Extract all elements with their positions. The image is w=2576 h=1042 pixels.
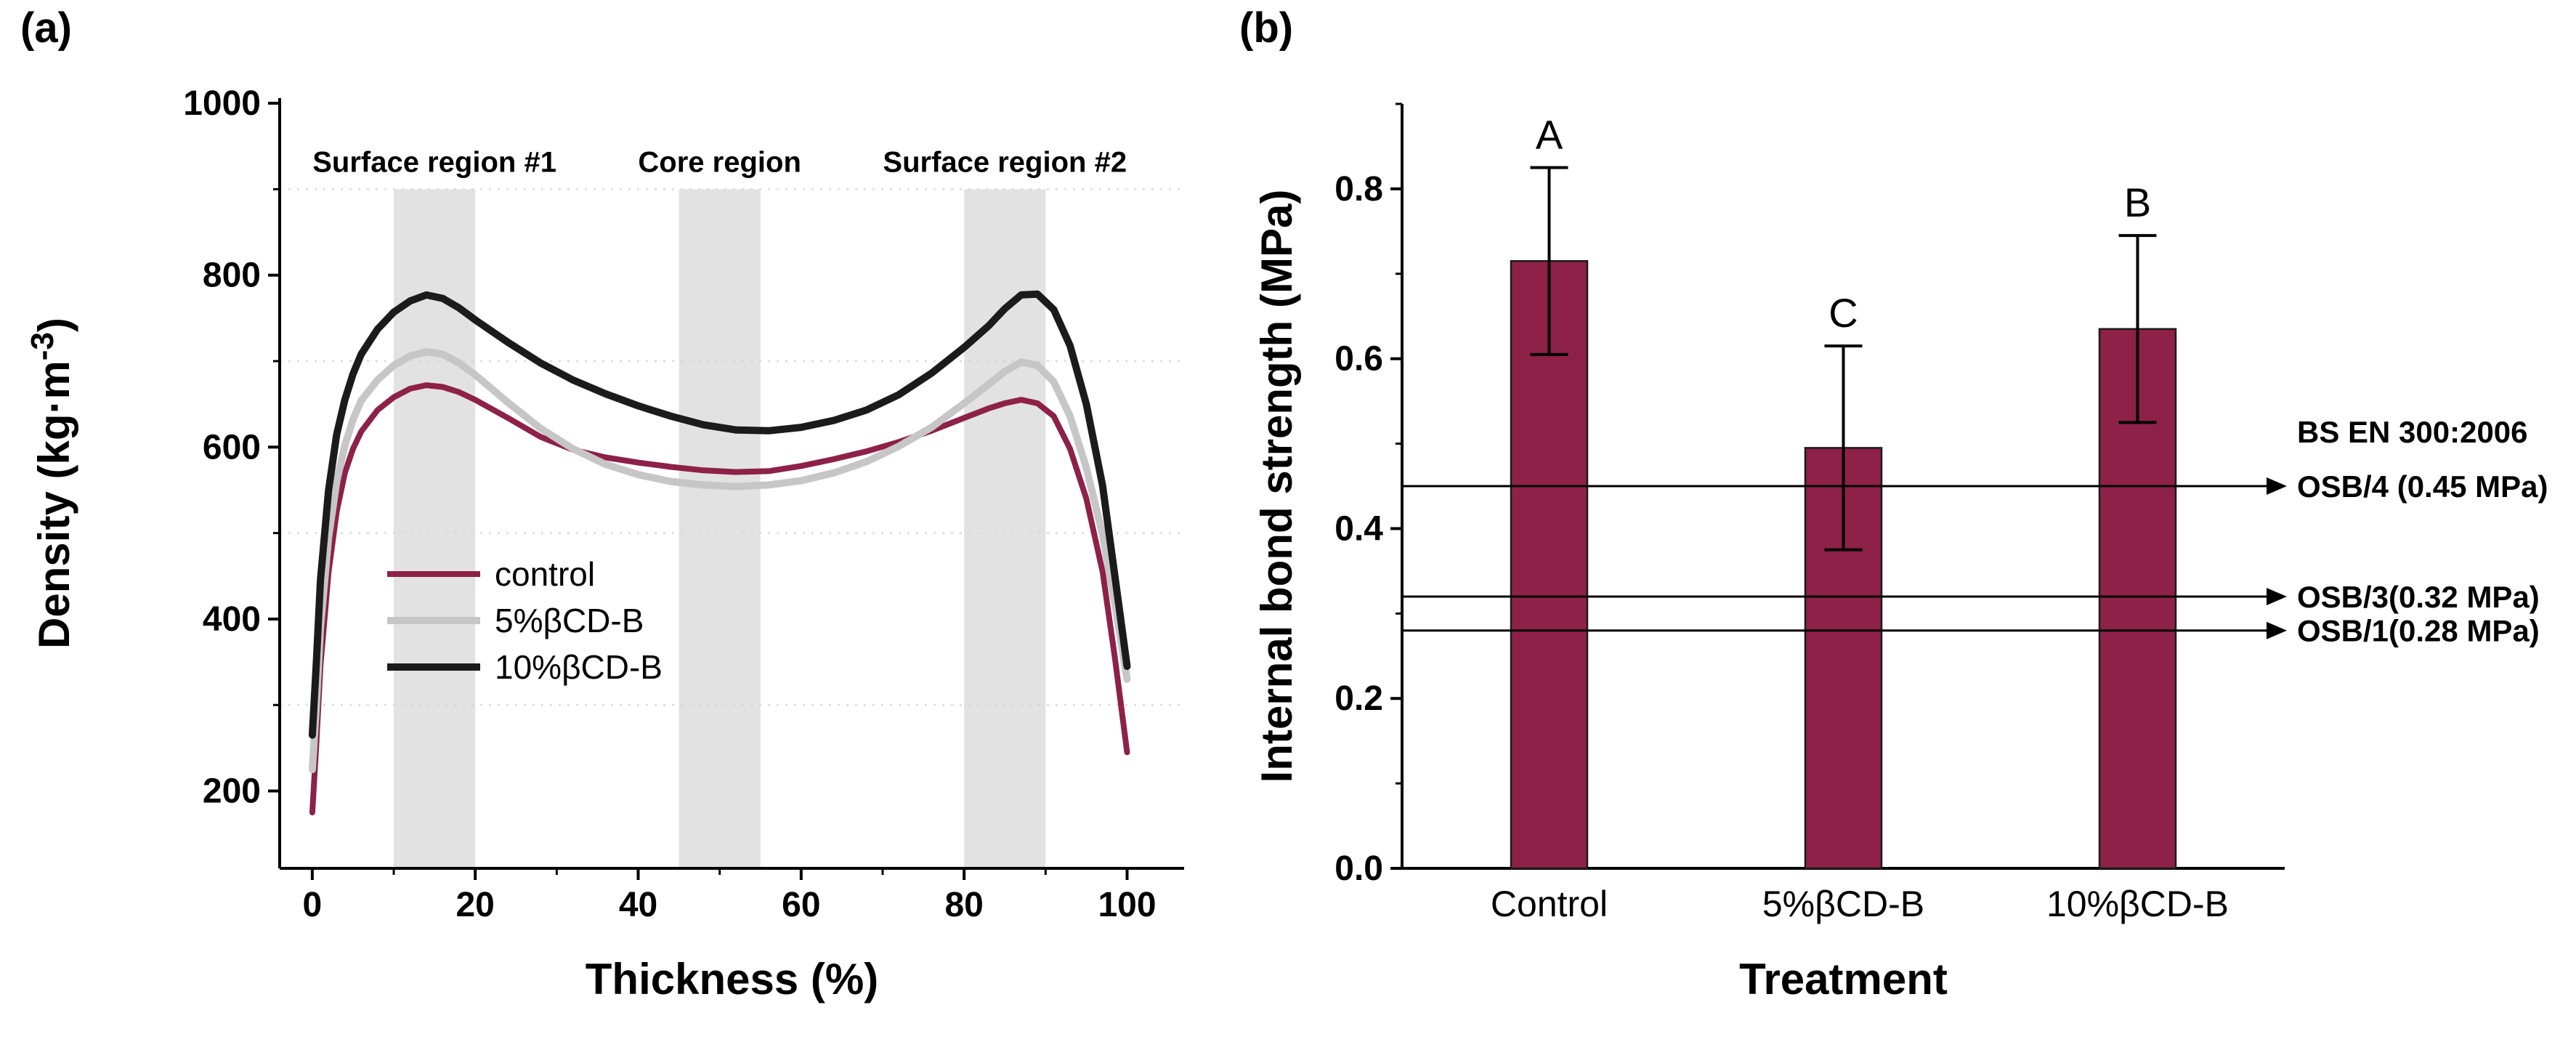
y-tick-label: 800 (203, 257, 261, 295)
region-band (964, 189, 1046, 868)
y-tick-label: 0.4 (1334, 509, 1383, 548)
x-category-label: 5%βCD-B (1762, 884, 1924, 924)
density-profile-chart: Surface region #1 Core region Surface regi… (25, 84, 1184, 1003)
reference-label-1: OSB/3(0.32 MPa) (2297, 580, 2540, 614)
bar-0 (1510, 259, 1589, 870)
y-tick-label: 0.2 (1334, 679, 1383, 718)
significance-letter-1: C (1828, 290, 1858, 336)
significance-letter-0: A (1536, 112, 1563, 158)
region-label: Surface region #2 (883, 146, 1127, 178)
x-tick-label: 100 (1098, 886, 1156, 924)
y-axis-title: Density (kg·m-3) (25, 318, 78, 649)
region-label: Core region (638, 146, 801, 178)
y-tick-label: 1000 (183, 84, 261, 123)
series-10pct (308, 290, 1131, 739)
reference-label-2: OSB/1(0.28 MPa) (2297, 614, 2540, 648)
x-tick-label: 20 (455, 886, 494, 924)
y-tick-label: 0.6 (1334, 340, 1383, 379)
y-tick-label: 0.8 (1334, 170, 1383, 209)
x-tick-label: 40 (619, 886, 657, 924)
significance-letter-2: B (2124, 179, 2151, 225)
series-control (309, 382, 1130, 816)
y-tick-label: 0.0 (1334, 849, 1383, 888)
x-tick-label: 80 (944, 886, 983, 924)
x-tick-label: 60 (782, 886, 820, 924)
x-tick-label: 0 (303, 886, 323, 924)
panel-b-label: (b) (1239, 4, 1294, 52)
region-label: Surface region #1 (312, 146, 556, 178)
x-axis-title: Treatment (1739, 955, 1948, 1003)
reference-label-0: OSB/4 (0.45 MPa) (2297, 469, 2548, 504)
internal-bond-strength-chart: 0.0 0.2 0.4 0.6 0.8 Control 5%βCD-B 10%βCD-B OSB… (1252, 102, 2548, 1003)
reference-arrow-2 (2267, 621, 2287, 639)
series-5pct (308, 348, 1131, 773)
y-axis-title: Internal bond strength (MPa) (1252, 190, 1301, 783)
reference-arrow-0 (2267, 477, 2287, 495)
legend-label-5pct: 5%βCD-B (495, 602, 644, 639)
region-band (679, 189, 761, 868)
reference-arrow-1 (2267, 587, 2287, 605)
y-tick-label: 600 (203, 428, 261, 467)
panel-a-label: (a) (20, 4, 72, 52)
x-category-label: Control (1491, 884, 1608, 924)
y-tick-label: 200 (203, 772, 261, 811)
reference-header: BS EN 300:2006 (2297, 415, 2528, 449)
y-tick-label: 400 (203, 600, 261, 639)
legend-label-control: control (495, 555, 595, 593)
legend-label-10pct: 10%βCD-B (495, 648, 663, 686)
region-band (394, 189, 476, 868)
x-category-label: 10%βCD-B (2046, 884, 2229, 924)
x-axis-title: Thickness (%) (586, 955, 878, 1003)
